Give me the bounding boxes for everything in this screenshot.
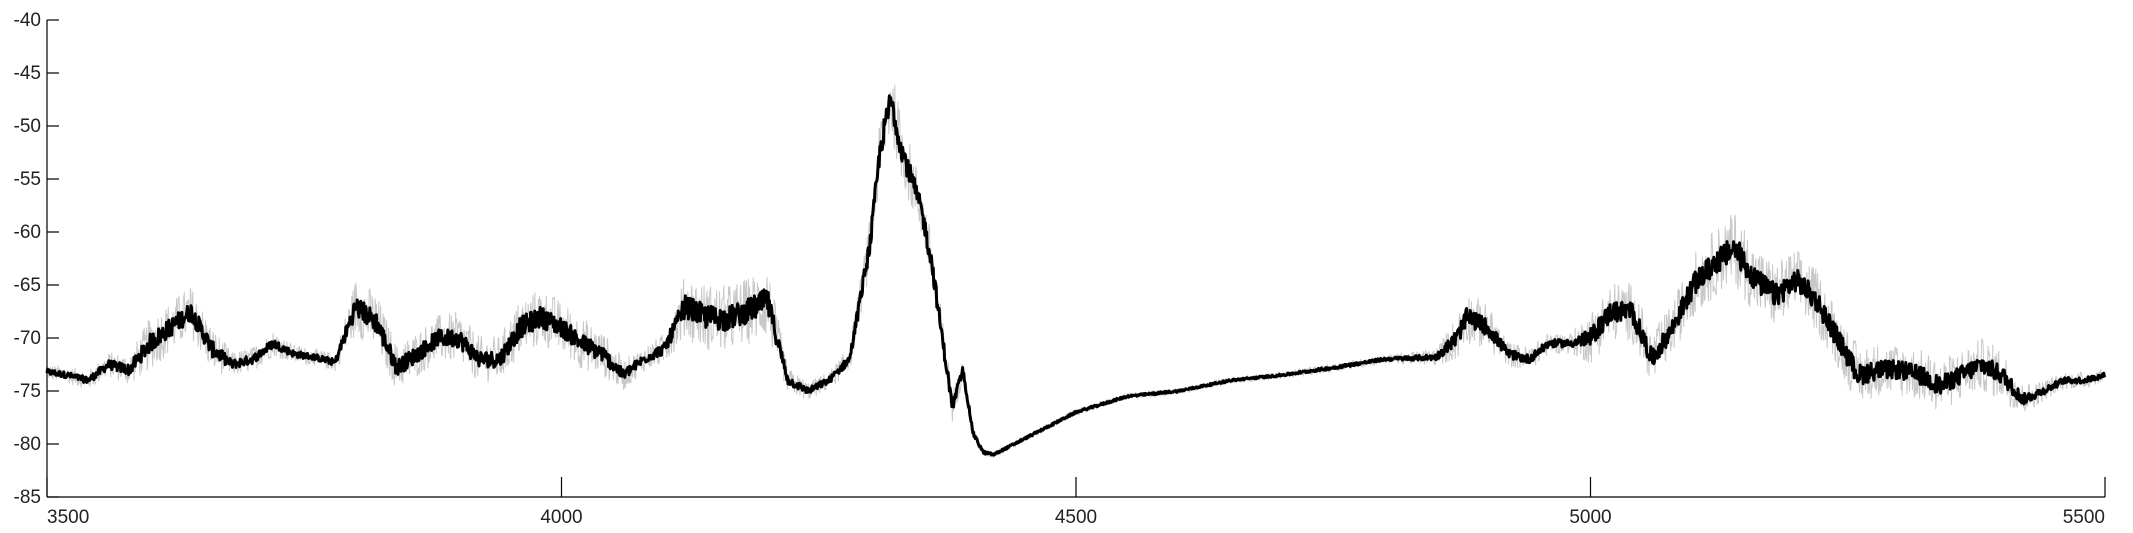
axes — [46, 20, 2105, 498]
x-tick-label: 5000 — [1569, 507, 1611, 528]
mean-line-layer — [45, 94, 2107, 457]
x-tick-label: 3500 — [47, 507, 89, 528]
x-tick-label: 5500 — [2063, 507, 2105, 528]
y-ticks: -40 -45 -50 -55 -60 -65 -70 -75 -80 -85 — [14, 10, 59, 508]
y-tick-label: -85 — [14, 487, 41, 508]
y-tick-label: -75 — [14, 381, 41, 402]
y-tick-label: -80 — [14, 434, 41, 455]
x-tick-label: 4000 — [540, 507, 582, 528]
y-tick-label: -65 — [14, 275, 41, 296]
y-tick-label: -45 — [14, 63, 41, 84]
x-ticks: 3500 4000 4500 5000 5500 — [46, 477, 2106, 528]
y-tick-label: -40 — [14, 10, 41, 31]
y-tick-label: -60 — [14, 222, 41, 243]
signal-line — [45, 94, 2107, 457]
y-tick-label: -55 — [14, 169, 41, 190]
y-tick-label: -70 — [14, 328, 41, 349]
x-tick-label: 4500 — [1055, 507, 1097, 528]
y-tick-label: -50 — [14, 116, 41, 137]
